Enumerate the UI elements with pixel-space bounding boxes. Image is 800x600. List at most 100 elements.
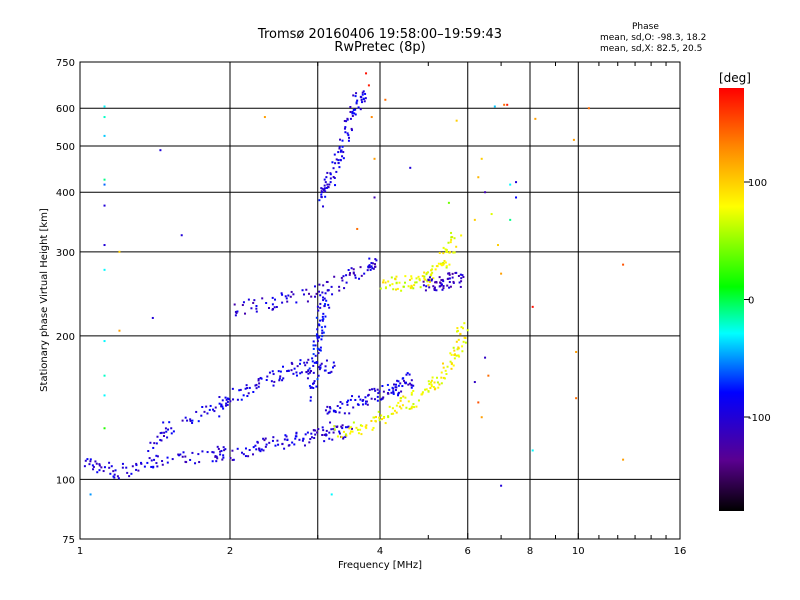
trace-point xyxy=(265,301,268,304)
trace-point xyxy=(338,166,341,169)
trace-point xyxy=(224,404,227,407)
trace-point xyxy=(306,431,309,434)
trace-point xyxy=(292,293,295,296)
trace-point xyxy=(294,437,297,440)
trace-point xyxy=(359,424,362,427)
scatter-point xyxy=(367,84,370,87)
scatter-point xyxy=(118,329,121,332)
trace-point xyxy=(440,382,443,385)
trace-point xyxy=(455,271,458,274)
trace-point xyxy=(404,281,407,284)
trace-point xyxy=(304,433,307,436)
trace-point xyxy=(100,466,103,469)
trace-point xyxy=(295,301,298,304)
trace-point xyxy=(322,296,325,299)
trace-point xyxy=(284,295,287,298)
trace-point xyxy=(409,286,412,289)
scatter-point xyxy=(330,493,333,496)
trace-point xyxy=(220,449,223,452)
trace-point xyxy=(359,266,362,269)
trace-point xyxy=(219,453,222,456)
trace-point xyxy=(466,329,469,332)
trace-point xyxy=(365,400,368,403)
trace-point xyxy=(433,286,436,289)
trace-point xyxy=(387,415,390,418)
trace-point xyxy=(326,280,329,283)
trace-point xyxy=(331,161,334,164)
trace-point xyxy=(130,472,133,475)
trace-point xyxy=(320,338,323,341)
scatter-point xyxy=(151,316,154,319)
trace-point xyxy=(387,280,390,283)
trace-point xyxy=(310,432,313,435)
trace-point xyxy=(252,446,255,449)
trace-point xyxy=(327,186,330,189)
trace-point xyxy=(338,147,341,150)
x-tick-label: 10 xyxy=(572,546,585,557)
trace-point xyxy=(422,284,425,287)
trace-point xyxy=(431,376,434,379)
trace-point xyxy=(259,450,262,453)
trace-point xyxy=(293,443,296,446)
trace-point xyxy=(286,370,289,373)
trace-point xyxy=(442,252,445,255)
trace-point xyxy=(450,236,453,239)
trace-point xyxy=(312,340,315,343)
trace-point xyxy=(364,396,367,399)
trace-point xyxy=(170,432,173,435)
trace-point xyxy=(345,274,348,277)
trace-point xyxy=(271,370,274,373)
trace-point xyxy=(343,119,346,122)
trace-point xyxy=(463,322,466,325)
trace-point xyxy=(341,427,344,430)
trace-point xyxy=(341,402,344,405)
trace-point xyxy=(247,298,250,301)
trace-point xyxy=(337,159,340,162)
trace-point xyxy=(453,349,456,352)
trace-point xyxy=(222,446,225,449)
trace-point xyxy=(442,285,445,288)
trace-point xyxy=(198,461,201,464)
trace-point xyxy=(445,373,448,376)
trace-point xyxy=(155,454,158,457)
trace-point xyxy=(372,267,375,270)
trace-point xyxy=(425,273,428,276)
trace-point xyxy=(435,281,438,284)
trace-point xyxy=(140,462,143,465)
grid-lines xyxy=(80,61,680,540)
trace-point xyxy=(407,400,410,403)
trace-point xyxy=(189,458,192,461)
trace-point xyxy=(137,469,140,472)
trace-point xyxy=(320,362,323,365)
trace-point xyxy=(370,265,373,268)
trace-point xyxy=(220,404,223,407)
trace-point xyxy=(361,424,364,427)
trace-point xyxy=(376,399,379,402)
trace-point xyxy=(323,188,326,191)
y-tick-label: 75 xyxy=(62,535,75,546)
trace-point xyxy=(308,367,311,370)
scatter-point xyxy=(515,196,518,199)
trace-point xyxy=(362,403,365,406)
trace-point xyxy=(363,100,366,103)
trace-point xyxy=(250,307,253,310)
trace-point xyxy=(374,415,377,418)
trace-point xyxy=(150,465,153,468)
trace-point xyxy=(450,231,453,234)
trace-point xyxy=(197,420,200,423)
trace-point xyxy=(307,292,310,295)
trace-point xyxy=(410,393,413,396)
trace-point xyxy=(449,241,452,244)
trace-point xyxy=(156,455,159,458)
trace-point xyxy=(245,384,248,387)
trace-point xyxy=(241,451,244,454)
trace-point xyxy=(324,303,327,306)
x-tick-label: 8 xyxy=(527,546,533,557)
trace-point xyxy=(426,271,429,274)
scatter-point xyxy=(509,183,512,186)
trace-point xyxy=(391,386,394,389)
scatter-point xyxy=(503,103,506,106)
trace-point xyxy=(257,379,260,382)
trace-point xyxy=(392,390,395,393)
trace-point xyxy=(343,287,346,290)
